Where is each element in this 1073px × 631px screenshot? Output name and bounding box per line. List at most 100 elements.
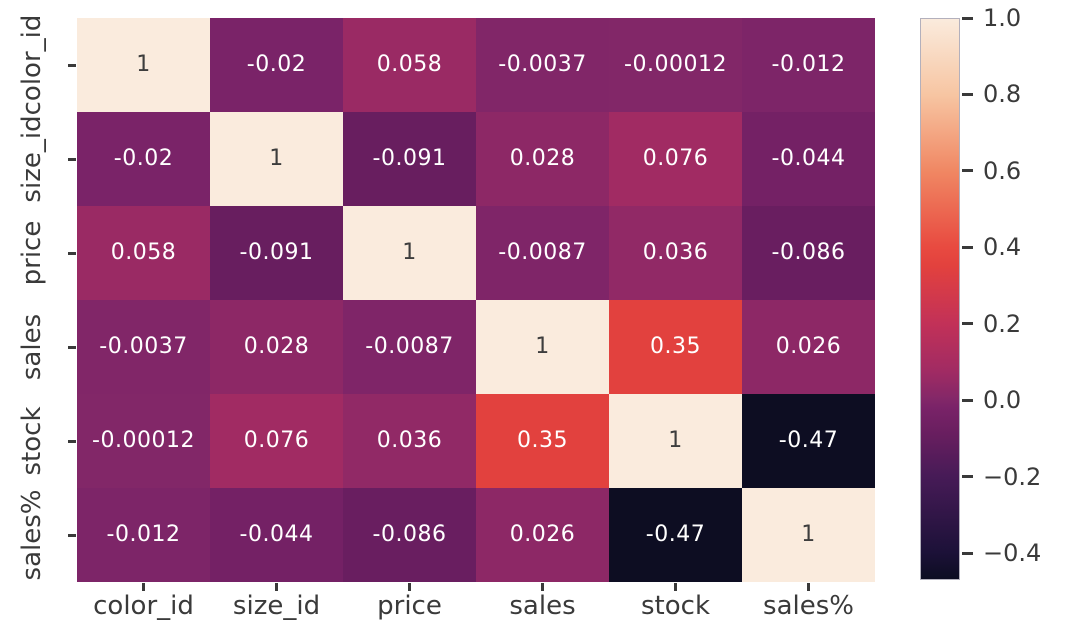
cell-value: 0.026: [775, 334, 842, 359]
cell-value: -0.086: [372, 522, 447, 547]
colorbar-tick: [962, 16, 973, 20]
heatmap-cell: -0.0037: [77, 300, 210, 394]
x-tick: [541, 583, 544, 591]
heatmap-cell: -0.02: [210, 18, 343, 112]
heatmap-cell: 1: [210, 112, 343, 206]
heatmap-cell: -0.012: [77, 488, 210, 582]
heatmap-cell: -0.044: [742, 112, 875, 206]
heatmap-cell: 1: [609, 394, 742, 488]
heatmap-cell: 0.076: [210, 394, 343, 488]
cell-value: 0.076: [642, 146, 709, 171]
heatmap-cell: 0.026: [742, 300, 875, 394]
y-axis-label: sales: [17, 313, 47, 381]
y-axis-label: color_id: [17, 14, 47, 116]
heatmap-cell: -0.012: [742, 18, 875, 112]
cell-value: 1: [402, 240, 417, 265]
cell-value: -0.091: [239, 240, 314, 265]
heatmap-cell: 0.35: [476, 394, 609, 488]
x-tick: [807, 583, 810, 591]
heatmap-cell: -0.0087: [476, 206, 609, 300]
heatmap-cell: 0.076: [609, 112, 742, 206]
y-tick: [68, 251, 76, 255]
x-tick: [408, 583, 411, 591]
cell-value: -0.00012: [92, 428, 195, 453]
colorbar-tick: [962, 322, 973, 326]
heatmap-cell: -0.02: [77, 112, 210, 206]
heatmap-cell: 0.058: [343, 18, 476, 112]
cell-value: 1: [136, 52, 151, 77]
colorbar-tick: [962, 398, 973, 402]
cell-value: 1: [269, 146, 284, 171]
colorbar-tick: [962, 169, 973, 173]
x-axis-label: stock: [641, 591, 710, 621]
cell-value: 0.35: [650, 334, 701, 359]
cell-value: 0.026: [509, 522, 576, 547]
cell-value: -0.0087: [365, 334, 454, 359]
heatmap-cell: 0.028: [210, 300, 343, 394]
cell-value: 0.35: [517, 428, 568, 453]
cell-value: 0.058: [376, 52, 443, 77]
colorbar-tick: [962, 92, 973, 96]
x-tick: [142, 583, 145, 591]
x-tick: [674, 583, 677, 591]
cell-value: 0.028: [243, 334, 310, 359]
cell-value: -0.044: [239, 522, 314, 547]
colorbar-tick-label: −0.2: [983, 462, 1042, 491]
colorbar-gradient: [920, 18, 960, 580]
x-axis-label: sales%: [763, 591, 854, 621]
heatmap-grid: 1 -0.02 0.058 -0.0037 -0.00012 -0.012 -0.02 1 -0…: [77, 18, 875, 582]
heatmap-cell: -0.0087: [343, 300, 476, 394]
cell-value: -0.086: [771, 240, 846, 265]
cell-value: -0.47: [645, 522, 706, 547]
colorbar-tick: [962, 245, 973, 249]
colorbar-tick: [962, 475, 973, 479]
cell-value: -0.012: [771, 52, 846, 77]
heatmap-cell: -0.086: [742, 206, 875, 300]
heatmap-cell: -0.00012: [77, 394, 210, 488]
heatmap-cell: 0.028: [476, 112, 609, 206]
heatmap-cell: -0.47: [609, 488, 742, 582]
heatmap-cell: 1: [343, 206, 476, 300]
heatmap-cell: 1: [77, 18, 210, 112]
y-axis-label: sales%: [17, 489, 47, 581]
cell-value: 0.028: [509, 146, 576, 171]
cell-value: -0.091: [372, 146, 447, 171]
heatmap-cell: -0.044: [210, 488, 343, 582]
cell-value: -0.00012: [624, 52, 727, 77]
x-axis-label: color_id: [93, 591, 194, 621]
cell-value: 0.076: [243, 428, 310, 453]
colorbar-tick-label: −0.4: [983, 539, 1042, 568]
y-axis-label: stock: [17, 406, 47, 476]
heatmap-cell: 0.036: [343, 394, 476, 488]
heatmap-cell: 1: [742, 488, 875, 582]
cell-value: -0.47: [778, 428, 839, 453]
colorbar-tick: [962, 551, 973, 555]
heatmap-cell: -0.0037: [476, 18, 609, 112]
heatmap-cell: 0.058: [77, 206, 210, 300]
x-axis-label: size_id: [232, 591, 321, 621]
cell-value: -0.0037: [498, 52, 587, 77]
x-axis-label: price: [377, 591, 442, 621]
cell-value: -0.0087: [498, 240, 587, 265]
cell-value: -0.02: [246, 52, 307, 77]
heatmap-cell: 0.35: [609, 300, 742, 394]
heatmap-cell: -0.00012: [609, 18, 742, 112]
cell-value: 0.036: [376, 428, 443, 453]
colorbar-tick-label: 0.2: [983, 309, 1022, 338]
heatmap-cell: -0.47: [742, 394, 875, 488]
cell-value: 1: [801, 522, 816, 547]
heatmap-cell: 0.026: [476, 488, 609, 582]
colorbar-tick-label: 0.4: [983, 233, 1022, 262]
y-axis-label: price: [17, 220, 47, 286]
cell-value: -0.0037: [99, 334, 188, 359]
cell-value: 0.036: [642, 240, 709, 265]
x-tick: [275, 583, 278, 591]
heatmap-cell: -0.086: [343, 488, 476, 582]
y-tick: [68, 533, 76, 537]
heatmap-cell: -0.091: [210, 206, 343, 300]
colorbar-tick-label: 0.0: [983, 386, 1022, 415]
cell-value: 1: [668, 428, 683, 453]
cell-value: 0.058: [110, 240, 177, 265]
heatmap-cell: 0.036: [609, 206, 742, 300]
